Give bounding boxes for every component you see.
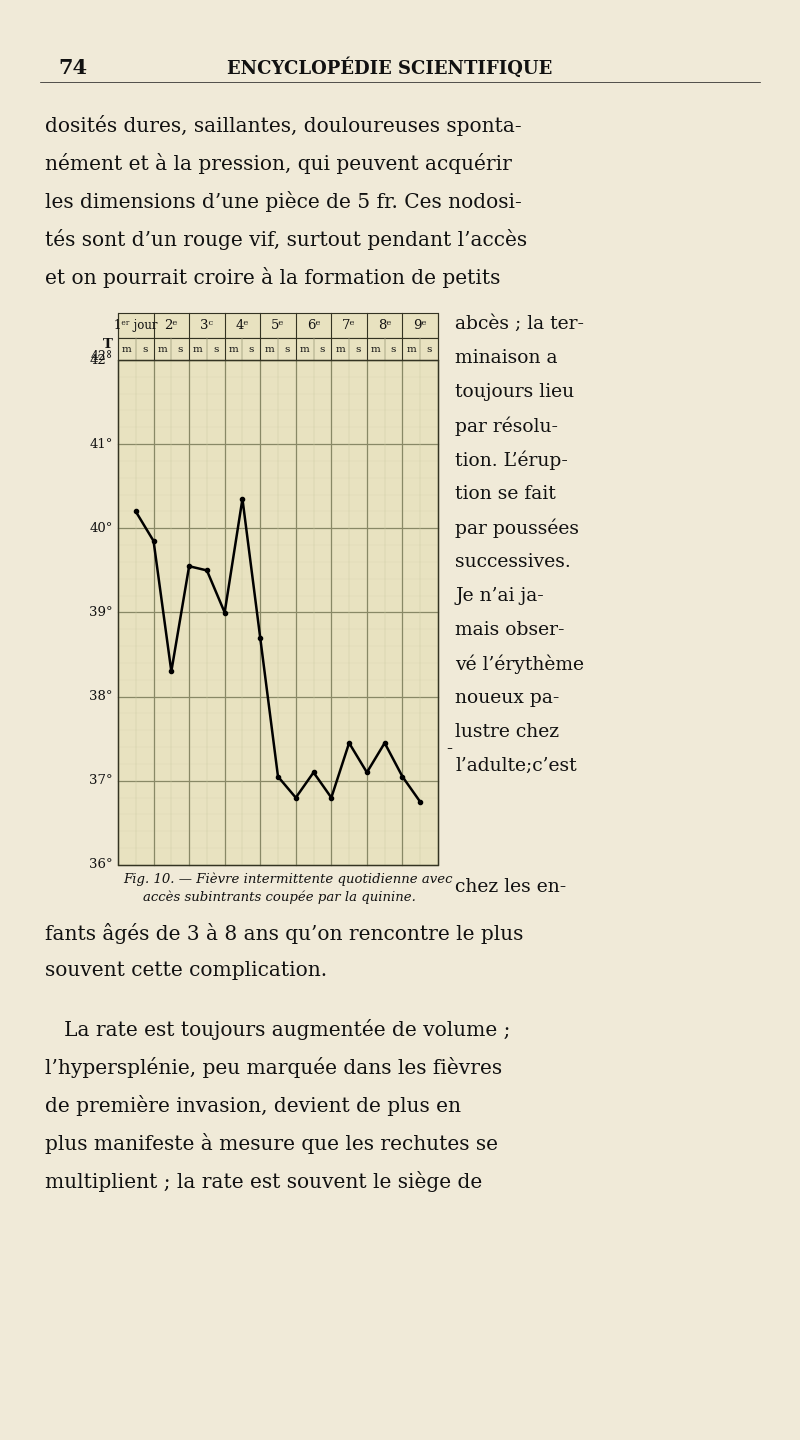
Text: abcès ; la ter-: abcès ; la ter- (455, 315, 584, 333)
Text: l’adulte;c’est: l’adulte;c’est (455, 757, 577, 775)
Text: m: m (122, 344, 132, 353)
Text: 1ᵉʳ jour: 1ᵉʳ jour (114, 320, 158, 333)
Text: s: s (284, 344, 290, 353)
Text: chez les en-: chez les en- (455, 878, 566, 896)
Text: 41°: 41° (90, 438, 113, 451)
Text: 8ᵉ: 8ᵉ (378, 320, 391, 333)
Text: minaison a: minaison a (455, 348, 558, 367)
Bar (118, 312, 438, 338)
Text: vé l’érythème: vé l’érythème (455, 655, 584, 674)
Text: ENCYCLOPÉDIE SCIENTIFIQUE: ENCYCLOPÉDIE SCIENTIFIQUE (227, 58, 553, 78)
Text: 2ᵉ: 2ᵉ (165, 320, 178, 333)
Text: 5ᵉ: 5ᵉ (271, 320, 285, 333)
Text: toujours lieu: toujours lieu (455, 383, 574, 400)
Text: souvent cette complication.: souvent cette complication. (45, 960, 327, 981)
Text: m: m (406, 344, 416, 353)
Text: 42°: 42° (90, 353, 113, 367)
Text: s: s (426, 344, 432, 353)
Text: 3ᶜ: 3ᶜ (200, 320, 214, 333)
Text: m: m (158, 344, 167, 353)
Text: accès subintrants coupée par la quinine.: accès subintrants coupée par la quinine. (143, 891, 416, 904)
Text: s: s (213, 344, 218, 353)
Bar (118, 360, 438, 865)
Text: s: s (391, 344, 396, 353)
Text: s: s (249, 344, 254, 353)
Text: plus manifeste à mesure que les rechutes se: plus manifeste à mesure que les rechutes… (45, 1133, 498, 1153)
Text: successives.: successives. (455, 553, 570, 572)
Text: multiplient ; la rate est souvent le siège de: multiplient ; la rate est souvent le siè… (45, 1171, 482, 1192)
Text: s: s (320, 344, 325, 353)
Text: fants âgés de 3 à 8 ans qu’on rencontre le plus: fants âgés de 3 à 8 ans qu’on rencontre … (45, 923, 523, 945)
Text: de première invasion, devient de plus en: de première invasion, devient de plus en (45, 1094, 461, 1116)
Text: lustre chez: lustre chez (455, 723, 559, 742)
Text: tés sont d’un rouge vif, surtout pendant l’accès: tés sont d’un rouge vif, surtout pendant… (45, 229, 527, 251)
Text: m: m (300, 344, 310, 353)
Text: m: m (229, 344, 238, 353)
Text: La rate est toujours augmentée de volume ;: La rate est toujours augmentée de volume… (45, 1020, 510, 1040)
Text: Fig. 10. — Fièvre intermittente quotidienne avec: Fig. 10. — Fièvre intermittente quotidie… (123, 873, 453, 887)
Text: mais obser-: mais obser- (455, 621, 565, 639)
Text: 37°: 37° (90, 775, 113, 788)
Text: 9ᵉ: 9ᵉ (414, 320, 427, 333)
Text: 4ᵉ: 4ᵉ (236, 320, 249, 333)
Text: et on pourrait croire à la formation de petits: et on pourrait croire à la formation de … (45, 266, 500, 288)
Text: tion se fait: tion se fait (455, 485, 556, 503)
Text: s: s (178, 344, 183, 353)
Bar (118, 338, 438, 360)
Text: tion. L’érup-: tion. L’érup- (455, 451, 568, 471)
Text: m: m (193, 344, 203, 353)
Text: m: m (264, 344, 274, 353)
Text: 7ᵉ: 7ᵉ (342, 320, 356, 333)
Text: nément et à la pression, qui peuvent acquérir: nément et à la pression, qui peuvent acq… (45, 153, 512, 174)
Text: 39°: 39° (90, 606, 113, 619)
Text: les dimensions d’une pièce de 5 fr. Ces nodosi-: les dimensions d’une pièce de 5 fr. Ces … (45, 192, 522, 212)
Text: 40°: 40° (90, 521, 113, 534)
Text: Je n’ai ja-: Je n’ai ja- (455, 588, 544, 605)
Text: s: s (355, 344, 361, 353)
Text: m: m (371, 344, 381, 353)
Text: 36°: 36° (90, 858, 113, 871)
Text: par poussées: par poussées (455, 518, 579, 539)
Text: s: s (142, 344, 147, 353)
Text: l’hypersplénie, peu marquée dans les fièvres: l’hypersplénie, peu marquée dans les fiè… (45, 1057, 502, 1079)
Text: 6ᵉ: 6ᵉ (306, 320, 320, 333)
Text: 74: 74 (58, 58, 87, 78)
Text: -: - (446, 740, 452, 757)
Text: dosités dures, saillantes, douloureuses sponta-: dosités dures, saillantes, douloureuses … (45, 115, 522, 135)
Text: 38°: 38° (90, 690, 113, 703)
Bar (118, 360, 438, 865)
Text: m: m (335, 344, 345, 353)
Text: par résolu-: par résolu- (455, 418, 558, 436)
Text: noueux pa-: noueux pa- (455, 688, 559, 707)
Text: T: T (103, 338, 113, 351)
Text: 42°: 42° (90, 350, 113, 363)
